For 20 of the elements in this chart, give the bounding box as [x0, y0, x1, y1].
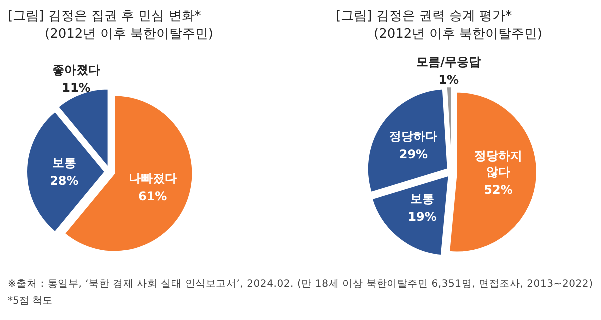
data-label: 19% [408, 210, 437, 224]
chart-subtitle: (2012년 이후 북한이탈주민) [374, 27, 542, 42]
chart-title: [그림] 김정은 권력 승계 평가* [336, 9, 513, 24]
data-label: 11% [62, 80, 91, 95]
data-label: 29% [399, 147, 428, 162]
data-label: 52% [484, 183, 513, 198]
slice-label: 모름/무응답 [416, 55, 482, 70]
slice-label: 좋아졌다 [52, 62, 100, 77]
slice-label: 나빠졌다 [128, 171, 177, 186]
data-label: 1% [438, 73, 460, 88]
chart-subtitle: (2012년 이후 북한이탈주민) [45, 27, 214, 42]
data-label: 61% [138, 189, 168, 204]
text: *5점 척도 [8, 296, 53, 307]
chart-title: [그림] 김정은 집권 후 민심 변화* [8, 9, 202, 24]
slice-label: 정당하다 [390, 129, 438, 144]
text: ※출처 : 통일부, ‘북한 경제 사회 실태 인식보고서’, 2024.02. (만 18세 이상 북한이탈주민 6,351명, 면접조사, 2013~2022) [8, 279, 594, 290]
data-label: 28% [50, 174, 79, 188]
slice-label: 정당하지 않다 [474, 149, 523, 180]
slice-label: 보통 [410, 192, 435, 206]
slice-label: 보통 [52, 156, 76, 170]
